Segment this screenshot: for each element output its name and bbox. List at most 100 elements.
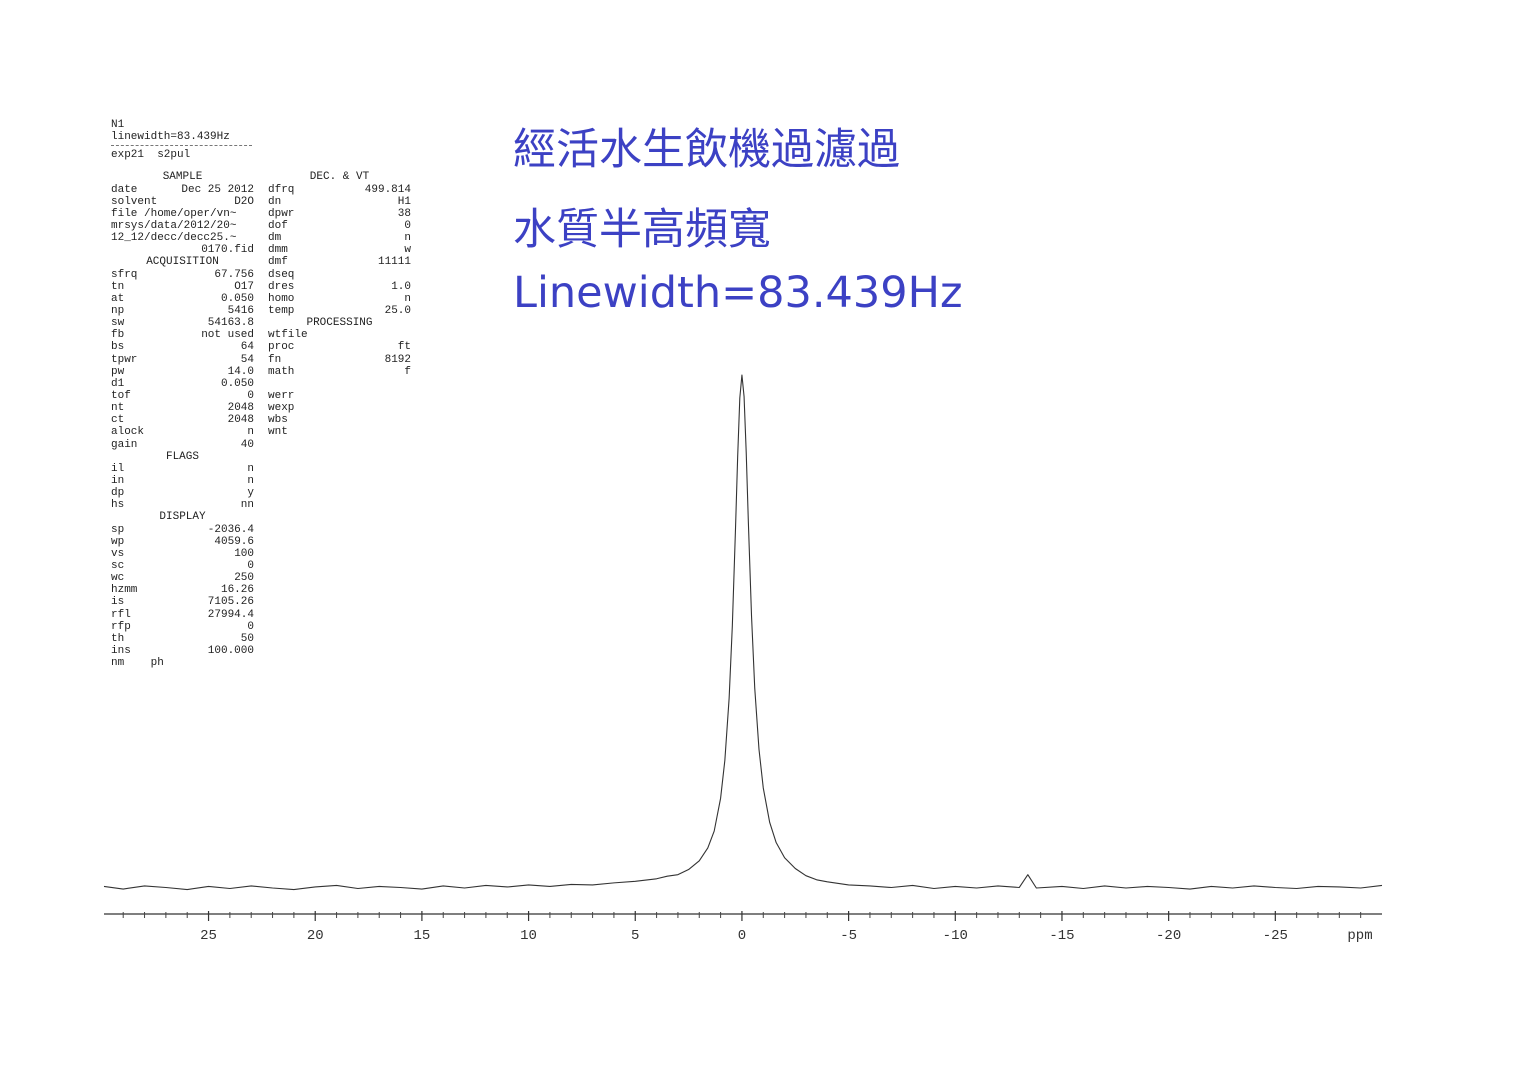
x-tick-label: -20 <box>1156 928 1181 944</box>
parameter-row: dres 1.0 <box>268 281 411 293</box>
parameter-name: rfp <box>111 620 131 633</box>
parameter-value: w <box>404 244 411 257</box>
parameter-name: sp <box>111 523 125 536</box>
parameter-value: D2O <box>234 195 254 208</box>
parameter-row: dm n <box>268 232 411 244</box>
parameter-text: mrsys/data/2012/20~ <box>111 220 237 233</box>
parameter-name: dmm <box>268 244 288 257</box>
parameter-name: wexp <box>268 402 295 415</box>
parameter-row: np 5416 <box>111 305 254 317</box>
x-axis-label: ppm <box>1347 928 1372 944</box>
parameter-value: 40 <box>240 438 254 451</box>
parameter-row: sp -2036.4 <box>111 524 254 536</box>
parameter-row: bs 64 <box>111 341 254 353</box>
parameter-name: vs <box>111 547 125 560</box>
parameter-row: dp y <box>111 487 254 499</box>
parameter-value: 54 <box>240 353 254 366</box>
annotation: 水質半高頻寬 <box>513 205 771 255</box>
experiment: exp21 s2pul <box>111 149 191 162</box>
parameter-value: -2036.4 <box>207 523 254 536</box>
parameter-value: 0 <box>247 620 254 633</box>
parameter-name: date <box>111 183 138 196</box>
parameter-name: nt <box>111 402 125 415</box>
parameter-name: tn <box>111 280 125 293</box>
parameter-panel: N1 linewidth=83.439Hz exp21 s2pul SAMPLE… <box>111 119 411 669</box>
parameter-value: n <box>247 426 254 439</box>
parameter-name: rfl <box>111 608 131 621</box>
parameter-name: dpwr <box>268 207 295 220</box>
parameter-value: 7105.26 <box>207 596 254 609</box>
parameter-row: wexp <box>268 402 411 414</box>
parameter-row: dmm w <box>268 244 411 256</box>
parameter-row: dof 0 <box>268 220 411 232</box>
parameter-name: wnt <box>268 426 288 439</box>
parameter-row: at 0.050 <box>111 293 254 305</box>
parameter-value: 499.814 <box>364 183 411 196</box>
parameter-value: 4059.6 <box>214 535 254 548</box>
parameter-name: dfrq <box>268 183 295 196</box>
spectrum-line <box>103 374 1383 891</box>
section-heading: PROCESSING <box>306 317 373 330</box>
parameter-text: file /home/oper/vn~ <box>111 207 237 220</box>
annotation: 經活水生飲機過濾過 <box>513 125 900 175</box>
parameter-name: math <box>268 365 295 378</box>
x-tick-label: 15 <box>413 928 430 944</box>
parameter-value: y <box>247 487 254 500</box>
parameter-name: proc <box>268 341 295 354</box>
parameter-value: nn <box>240 499 254 512</box>
parameter-row: sfrq 67.756 <box>111 269 254 281</box>
parameter-column: DEC. & VT dfrq 499.814 dn H1 dpwr 38 dof 0 dm n dmm… <box>268 171 411 669</box>
parameter-value: 38 <box>397 207 411 220</box>
x-tick-label: -25 <box>1263 928 1288 944</box>
parameter-value: H1 <box>397 195 411 208</box>
parameter-name: wp <box>111 535 125 548</box>
parameter-value: 64 <box>240 341 254 354</box>
section-heading: DISPLAY <box>159 511 206 524</box>
parameter-name: is <box>111 596 125 609</box>
parameter-columns: SAMPLE date Dec 25 2012 solvent D2O file /hom… <box>111 171 411 669</box>
parameter-row: il n <box>111 463 254 475</box>
parameter-row: d1 0.050 <box>111 378 254 390</box>
parameter-row: dmf 11111 <box>268 256 411 268</box>
parameter-value: not used <box>201 329 254 342</box>
parameter-name: sc <box>111 559 125 572</box>
parameter-name: th <box>111 632 125 645</box>
linewidth-line: linewidth=83.439Hz <box>111 131 230 144</box>
parameter-name: fb <box>111 329 125 342</box>
section-heading: DEC. & VT <box>309 171 370 184</box>
parameter-name: tpwr <box>111 353 138 366</box>
parameter-name: werr <box>268 390 295 402</box>
parameter-row: solvent D2O <box>111 196 254 208</box>
parameter-row: proc ft <box>268 341 411 353</box>
parameter-row: temp 25.0 <box>268 305 411 317</box>
parameter-name: at <box>111 292 125 305</box>
parameter-value: 0 <box>247 559 254 572</box>
parameter-name: dseq <box>268 268 295 281</box>
parameter-value: n <box>247 474 254 487</box>
parameter-value: 27994.4 <box>207 608 254 621</box>
section-heading: SAMPLE <box>162 171 203 184</box>
parameter-value: 16.26 <box>220 584 254 597</box>
parameter-name: temp <box>268 305 295 318</box>
parameter-row: fn 8192 <box>268 354 411 366</box>
parameter-row: 12_12/decc/decc25.~ <box>111 232 254 244</box>
parameter-row: pw 14.0 <box>111 366 254 378</box>
parameter-value: 0 <box>247 390 254 402</box>
parameter-name: sfrq <box>111 268 138 281</box>
x-tick-label: -15 <box>1049 928 1074 944</box>
x-tick-label: 10 <box>520 928 537 944</box>
parameter-row: wp 4059.6 <box>111 536 254 548</box>
parameter-value: 54163.8 <box>207 317 254 330</box>
parameter-row: wtfile <box>268 329 411 341</box>
parameter-name: wc <box>111 572 125 585</box>
parameter-row: alock n <box>111 426 254 438</box>
x-tick-label: 20 <box>307 928 324 944</box>
parameter-name: d1 <box>111 377 125 390</box>
parameter-row: math f <box>268 366 411 378</box>
parameter-value: 14.0 <box>227 365 254 378</box>
parameter-name: fn <box>268 353 282 366</box>
parameter-name: dres <box>268 280 295 293</box>
parameter-row: tpwr 54 <box>111 354 254 366</box>
parameter-name: dm <box>268 232 282 245</box>
